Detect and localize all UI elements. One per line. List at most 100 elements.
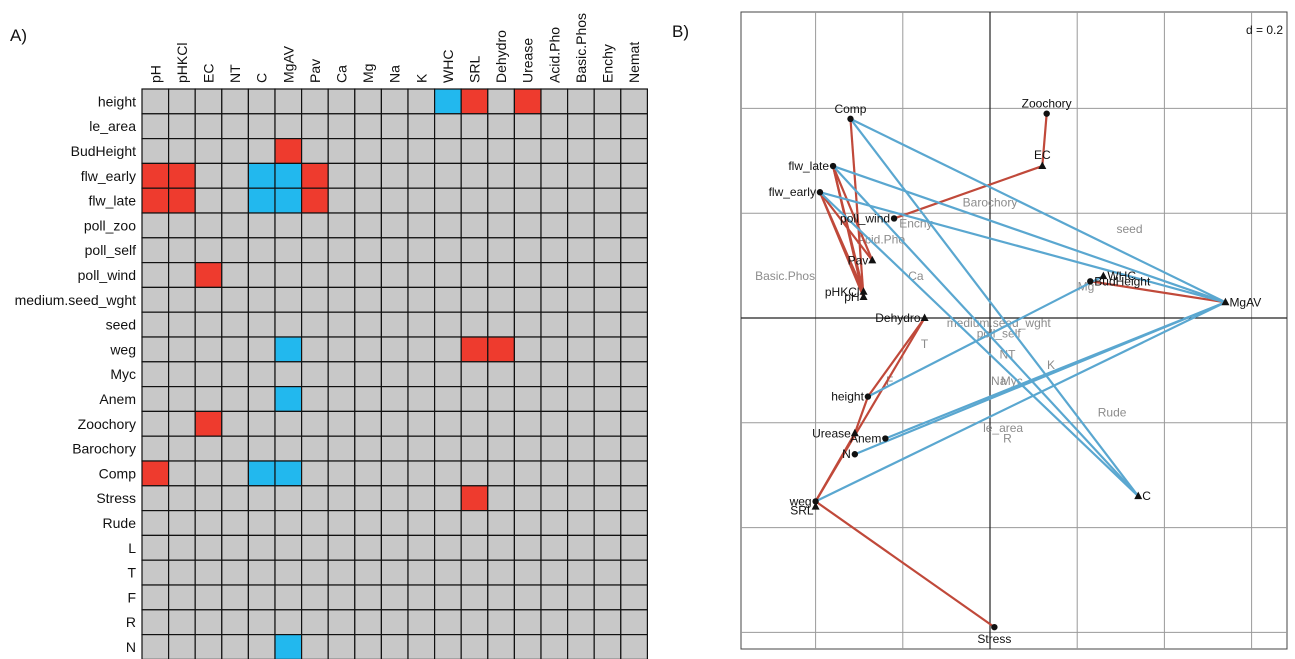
- point-marker-triangle: [1221, 297, 1230, 306]
- variable-label: Rude: [1098, 405, 1127, 419]
- heatmap-cell: [168, 410, 196, 437]
- point-label: pHKCl: [825, 285, 860, 299]
- heatmap-cell: [274, 633, 303, 659]
- heatmap-cell: [380, 386, 409, 413]
- column-label: Pav: [307, 59, 323, 83]
- network-edge: [819, 191, 1226, 304]
- heatmap-cell: [354, 138, 382, 165]
- heatmap-cell: [354, 460, 382, 487]
- heatmap-cell: [301, 113, 329, 140]
- column-label: Nemat: [626, 42, 642, 83]
- row-label: weg: [109, 341, 136, 357]
- scale-label: d = 0.2: [1246, 23, 1283, 37]
- heatmap-cell: [460, 336, 489, 363]
- network-edge: [815, 301, 1226, 503]
- point-label: Dehydro: [875, 311, 921, 325]
- point-label: flw_late: [788, 159, 829, 173]
- column-label: WHC: [440, 50, 456, 83]
- heatmap-cell: [434, 286, 462, 313]
- heatmap-cell: [566, 286, 595, 313]
- heatmap-cell: [141, 410, 170, 437]
- heatmap-cell: [487, 633, 515, 659]
- row-label: medium.seed_wght: [15, 292, 137, 308]
- heatmap-cell: [566, 559, 595, 586]
- row-label: height: [98, 93, 136, 109]
- column-label: pH: [147, 65, 163, 83]
- heatmap-cell: [221, 485, 250, 512]
- row-label: Anem: [99, 391, 136, 407]
- heatmap-cell: [327, 361, 356, 388]
- heatmap-cell: [194, 386, 223, 413]
- network-edge: [854, 301, 1226, 456]
- point-label: flw_early: [769, 185, 816, 199]
- heatmap-cell: [540, 584, 569, 611]
- heatmap-cell: [407, 88, 436, 115]
- heatmap-cell: [221, 88, 250, 115]
- heatmap-cell: [620, 559, 648, 586]
- point-marker-circle: [890, 215, 898, 222]
- heatmap-chart: heightle_areaBudHeightflw_earlyflw_latep…: [15, 13, 648, 659]
- heatmap-cell: [194, 361, 223, 388]
- heatmap-cell: [380, 113, 409, 140]
- row-label: Stress: [96, 490, 136, 506]
- column-label: Dehydro: [493, 30, 509, 83]
- heatmap-cell: [301, 311, 329, 338]
- variable-label: Barochory: [963, 196, 1018, 210]
- heatmap-cell: [460, 311, 489, 338]
- point-label: BudHeight: [1094, 274, 1151, 288]
- heatmap-cell: [247, 187, 276, 214]
- heatmap-cell: [301, 286, 329, 313]
- column-label: Urease: [520, 38, 536, 83]
- point-marker-circle: [851, 451, 859, 458]
- plot-frame: [740, 11, 1288, 650]
- heatmap-cell: [620, 633, 648, 659]
- heatmap-cell: [460, 138, 489, 165]
- heatmap-cell: [407, 311, 436, 338]
- variable-label: poll_self: [977, 327, 1022, 341]
- heatmap-cell: [168, 187, 196, 214]
- variable-label: Basic.Phos: [755, 269, 815, 283]
- heatmap-cell: [593, 584, 622, 611]
- heatmap-cell: [460, 510, 489, 537]
- heatmap-cell: [566, 633, 595, 659]
- heatmap-cell: [274, 435, 303, 462]
- heatmap-cell: [513, 410, 542, 437]
- heatmap-cell: [487, 485, 515, 512]
- network-edge: [849, 118, 1140, 497]
- row-label: L: [128, 540, 136, 556]
- point-label: Anem: [850, 432, 881, 446]
- heatmap-cell: [593, 361, 622, 388]
- heatmap-cell: [407, 286, 436, 313]
- point-label: EC: [1034, 148, 1051, 162]
- heatmap-cell: [221, 212, 250, 239]
- heatmap-cell: [620, 609, 648, 636]
- heatmap-cell: [141, 212, 170, 239]
- heatmap-cell: [620, 534, 648, 561]
- row-label: R: [126, 614, 136, 630]
- heatmap-cell: [434, 262, 462, 289]
- heatmap-cell: [327, 187, 356, 214]
- heatmap-cell: [301, 262, 329, 289]
- heatmap-cell: [380, 609, 409, 636]
- point-marker-circle: [1043, 110, 1050, 117]
- point-marker-triangle: [868, 255, 877, 264]
- heatmap-cell: [221, 162, 250, 189]
- column-label: NT: [227, 64, 243, 83]
- row-label: Barochory: [72, 441, 136, 457]
- heatmap-cell: [354, 510, 382, 537]
- heatmap-cell: [221, 510, 250, 537]
- row-label: poll_zoo: [84, 217, 136, 233]
- heatmap-cell: [593, 262, 622, 289]
- heatmap-cell: [141, 460, 170, 487]
- heatmap-cell: [301, 485, 329, 512]
- row-label: T: [127, 565, 136, 581]
- point-marker-triangle: [811, 502, 820, 510]
- row-label: Myc: [110, 366, 136, 382]
- point-marker-circle: [864, 393, 872, 400]
- heatmap-cell: [194, 435, 223, 462]
- point-marker-circle: [816, 189, 824, 196]
- heatmap-cell: [434, 311, 462, 338]
- network-edge: [849, 117, 1226, 304]
- column-label: K: [413, 73, 429, 83]
- heatmap-cell: [221, 237, 250, 264]
